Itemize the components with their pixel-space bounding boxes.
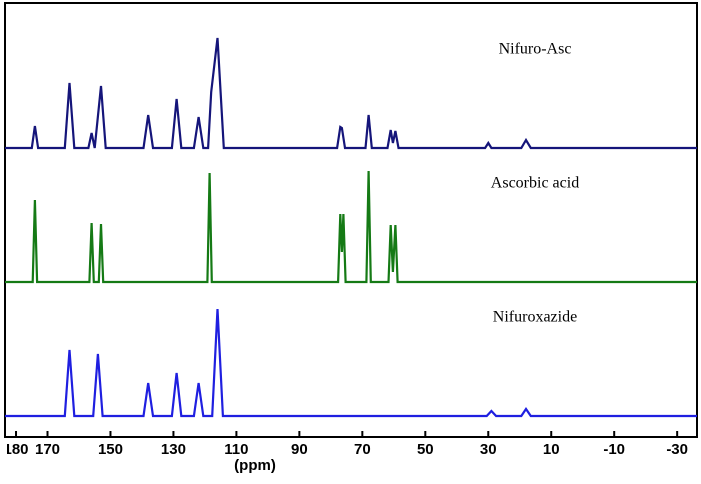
tick-layer: 180 170 150 130 110 90 70 50 30 10 -10 -30 [4, 441, 688, 458]
x-tick-label: 130 [161, 441, 186, 458]
spectrum-line [5, 308, 697, 418]
series-label: Nifuro-Asc [499, 41, 572, 58]
series-label: Ascorbic acid [491, 175, 579, 192]
x-tick-label: 150 [98, 441, 123, 458]
x-tick-label: 30 [480, 441, 497, 458]
x-tick-label: 50 [417, 441, 434, 458]
x-tick-label: 70 [354, 441, 371, 458]
spectrum-line [5, 37, 697, 150]
plot-frame [4, 2, 698, 438]
x-tick-label: 180 [4, 441, 29, 458]
x-tick-label: -30 [666, 441, 688, 458]
x-tick-label: 170 [35, 441, 60, 458]
x-tick-label: 90 [291, 441, 308, 458]
series-label: Nifuroxazide [493, 309, 577, 326]
x-axis-label: (ppm) [234, 457, 276, 474]
x-tick-label: 10 [543, 441, 560, 458]
x-tick-label: 110 [224, 441, 248, 458]
spectrum-line [5, 170, 697, 284]
x-tick-label: -10 [603, 441, 625, 458]
